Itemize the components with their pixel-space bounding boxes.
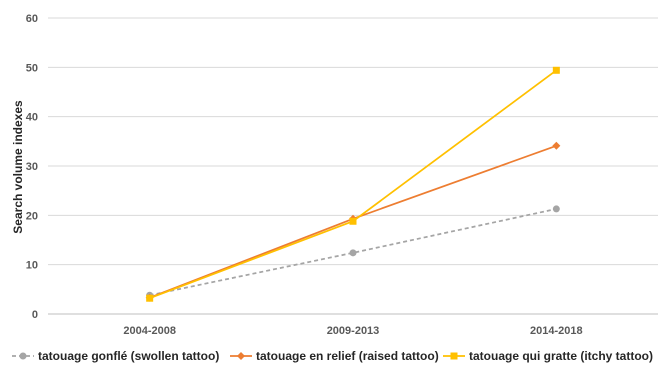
x-tick-label: 2014-2018 [530, 325, 583, 337]
y-tick-label: 30 [26, 161, 38, 173]
y-tick-label: 50 [26, 62, 38, 74]
data-point [552, 141, 561, 150]
series-3 [146, 66, 560, 302]
legend-marker [237, 352, 245, 360]
legend-marker [19, 352, 27, 360]
legend: tatouage gonflé (swollen tattoo) tatouage… [12, 349, 653, 363]
legend-marker [450, 352, 458, 360]
gridlines [48, 17, 658, 315]
legend-item: tatouage qui gratte (itchy tattoo) [443, 349, 653, 363]
y-axis-title: Search volume indexes [11, 100, 25, 234]
legend-item: tatouage en relief (raised tattoo) [230, 349, 439, 363]
series-line [149, 69, 557, 300]
data-point [349, 249, 357, 257]
legend-label: tatouage gonflé (swollen tattoo) [38, 349, 219, 363]
data-point [552, 205, 560, 213]
y-tick-label: 20 [26, 210, 38, 222]
legend-label: tatouage qui gratte (itchy tattoo) [469, 349, 653, 363]
data-point [552, 66, 560, 74]
series-line [149, 208, 557, 297]
y-tick-label: 0 [32, 309, 38, 321]
x-axis-ticks: 2004-2008 2009-2013 2014-2018 [123, 325, 582, 337]
y-tick-label: 10 [26, 260, 38, 272]
x-tick-label: 2009-2013 [327, 325, 380, 337]
series-lines [145, 66, 561, 302]
data-point [146, 294, 154, 302]
y-tick-label: 60 [26, 13, 38, 25]
y-tick-label: 40 [26, 112, 38, 124]
data-point [349, 217, 357, 225]
x-tick-label: 2004-2008 [123, 325, 176, 337]
legend-item: tatouage gonflé (swollen tattoo) [12, 349, 219, 363]
legend-label: tatouage en relief (raised tattoo) [256, 349, 439, 363]
y-axis-ticks: 0 10 20 30 40 50 60 [26, 13, 38, 321]
